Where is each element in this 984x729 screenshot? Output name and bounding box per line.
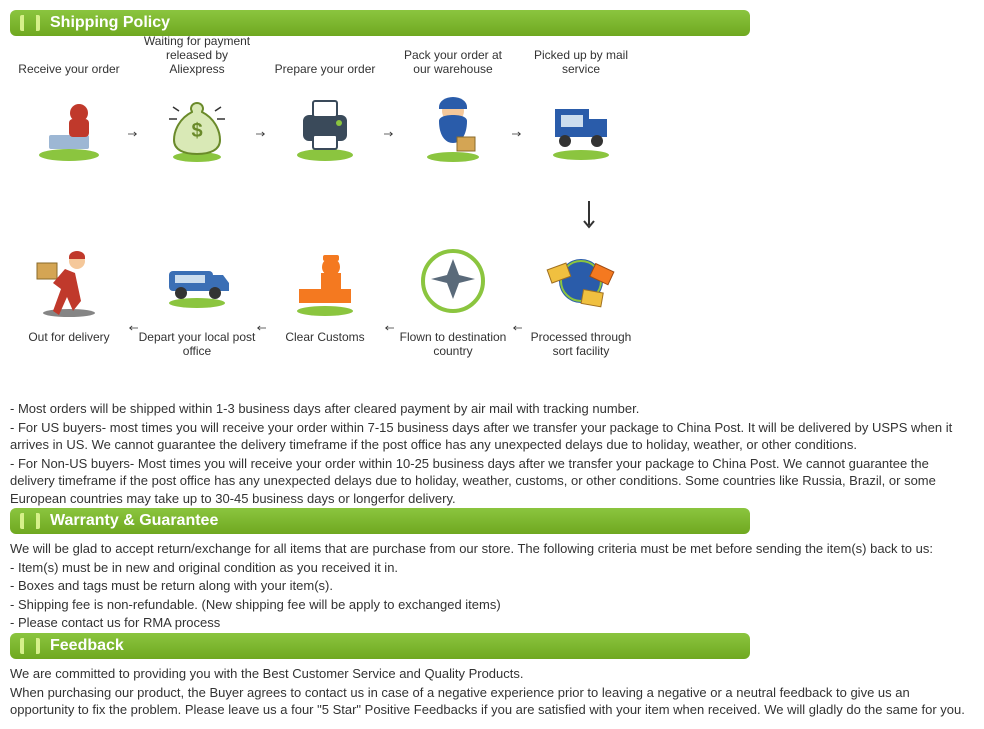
step-flown: Flown to destination country bbox=[394, 236, 512, 364]
step-delivery: Out for delivery bbox=[10, 236, 128, 364]
step-label: Picked up by mail service bbox=[522, 42, 640, 80]
shipping-flow: Receive your order Waiting for payment r… bbox=[10, 42, 974, 390]
step-label: Prepare your order bbox=[266, 42, 384, 80]
bracket-icon bbox=[20, 15, 40, 31]
bracket-icon bbox=[20, 638, 40, 654]
shipping-title: Shipping Policy bbox=[50, 14, 170, 32]
person-laptop-icon bbox=[24, 80, 114, 170]
feedback-p1: We are committed to providing you with t… bbox=[10, 665, 974, 683]
money-bag-icon: $ bbox=[152, 80, 242, 170]
printer-icon bbox=[280, 80, 370, 170]
feedback-title: Feedback bbox=[50, 637, 124, 655]
step-label: Clear Customs bbox=[266, 326, 384, 364]
step-pack: Pack your order at our warehouse bbox=[394, 42, 512, 170]
arrow-right-icon bbox=[384, 42, 394, 196]
warranty-b3: Shipping fee is non-refundable. (New shi… bbox=[10, 596, 974, 614]
step-receive: Receive your order bbox=[10, 42, 128, 170]
warranty-b4: Please contact us for RMA process bbox=[10, 614, 974, 632]
feedback-p2: When purchasing our product, the Buyer a… bbox=[10, 684, 974, 719]
airplane-icon bbox=[408, 236, 498, 326]
warehouse-worker-icon bbox=[408, 80, 498, 170]
arrow-left-icon bbox=[384, 236, 394, 390]
arrow-left-icon bbox=[256, 236, 266, 390]
step-depart: Depart your local post office bbox=[138, 236, 256, 364]
step-label: Waiting for payment released by Aliexpre… bbox=[138, 42, 256, 80]
truck-icon bbox=[536, 80, 626, 170]
step-customs: Clear Customs bbox=[266, 236, 384, 364]
shipping-p3: For Non-US buyers- Most times you will r… bbox=[10, 455, 974, 508]
arrow-left-icon bbox=[128, 236, 138, 390]
arrow-down-icon bbox=[530, 196, 648, 236]
step-pickup: Picked up by mail service bbox=[522, 42, 640, 170]
shipping-text: Most orders will be shipped within 1-3 b… bbox=[10, 400, 974, 507]
step-label: Depart your local post office bbox=[138, 326, 256, 364]
step-label: Receive your order bbox=[10, 42, 128, 80]
shipping-p1: Most orders will be shipped within 1-3 b… bbox=[10, 400, 974, 418]
bracket-icon bbox=[20, 513, 40, 529]
arrow-right-icon bbox=[256, 42, 266, 196]
arrow-right-icon bbox=[512, 42, 522, 196]
arrow-left-icon bbox=[512, 236, 522, 390]
arrow-right-icon bbox=[128, 42, 138, 196]
warranty-intro: We will be glad to accept return/exchang… bbox=[10, 540, 974, 558]
step-label: Flown to destination country bbox=[394, 326, 512, 364]
step-label: Pack your order at our warehouse bbox=[394, 42, 512, 80]
warranty-header: Warranty & Guarantee bbox=[10, 508, 750, 534]
step-label: Processed through sort facility bbox=[522, 326, 640, 364]
step-payment: Waiting for payment released by Aliexpre… bbox=[138, 42, 256, 170]
feedback-header: Feedback bbox=[10, 633, 750, 659]
shipping-header: Shipping Policy bbox=[10, 10, 750, 36]
shipping-p2: For US buyers- most times you will recei… bbox=[10, 419, 974, 454]
van-icon bbox=[152, 236, 242, 326]
warranty-text: We will be glad to accept return/exchang… bbox=[10, 540, 974, 632]
warranty-title: Warranty & Guarantee bbox=[50, 512, 218, 530]
step-prepare: Prepare your order bbox=[266, 42, 384, 170]
svg-text:$: $ bbox=[191, 120, 202, 142]
envelopes-globe-icon bbox=[536, 236, 626, 326]
step-label: Out for delivery bbox=[10, 326, 128, 364]
delivery-person-icon bbox=[24, 236, 114, 326]
step-processed: Processed through sort facility bbox=[522, 236, 640, 364]
customs-officer-icon bbox=[280, 236, 370, 326]
warranty-b1: Item(s) must be in new and original cond… bbox=[10, 559, 974, 577]
feedback-text: We are committed to providing you with t… bbox=[10, 665, 974, 719]
warranty-b2: Boxes and tags must be return along with… bbox=[10, 577, 974, 595]
